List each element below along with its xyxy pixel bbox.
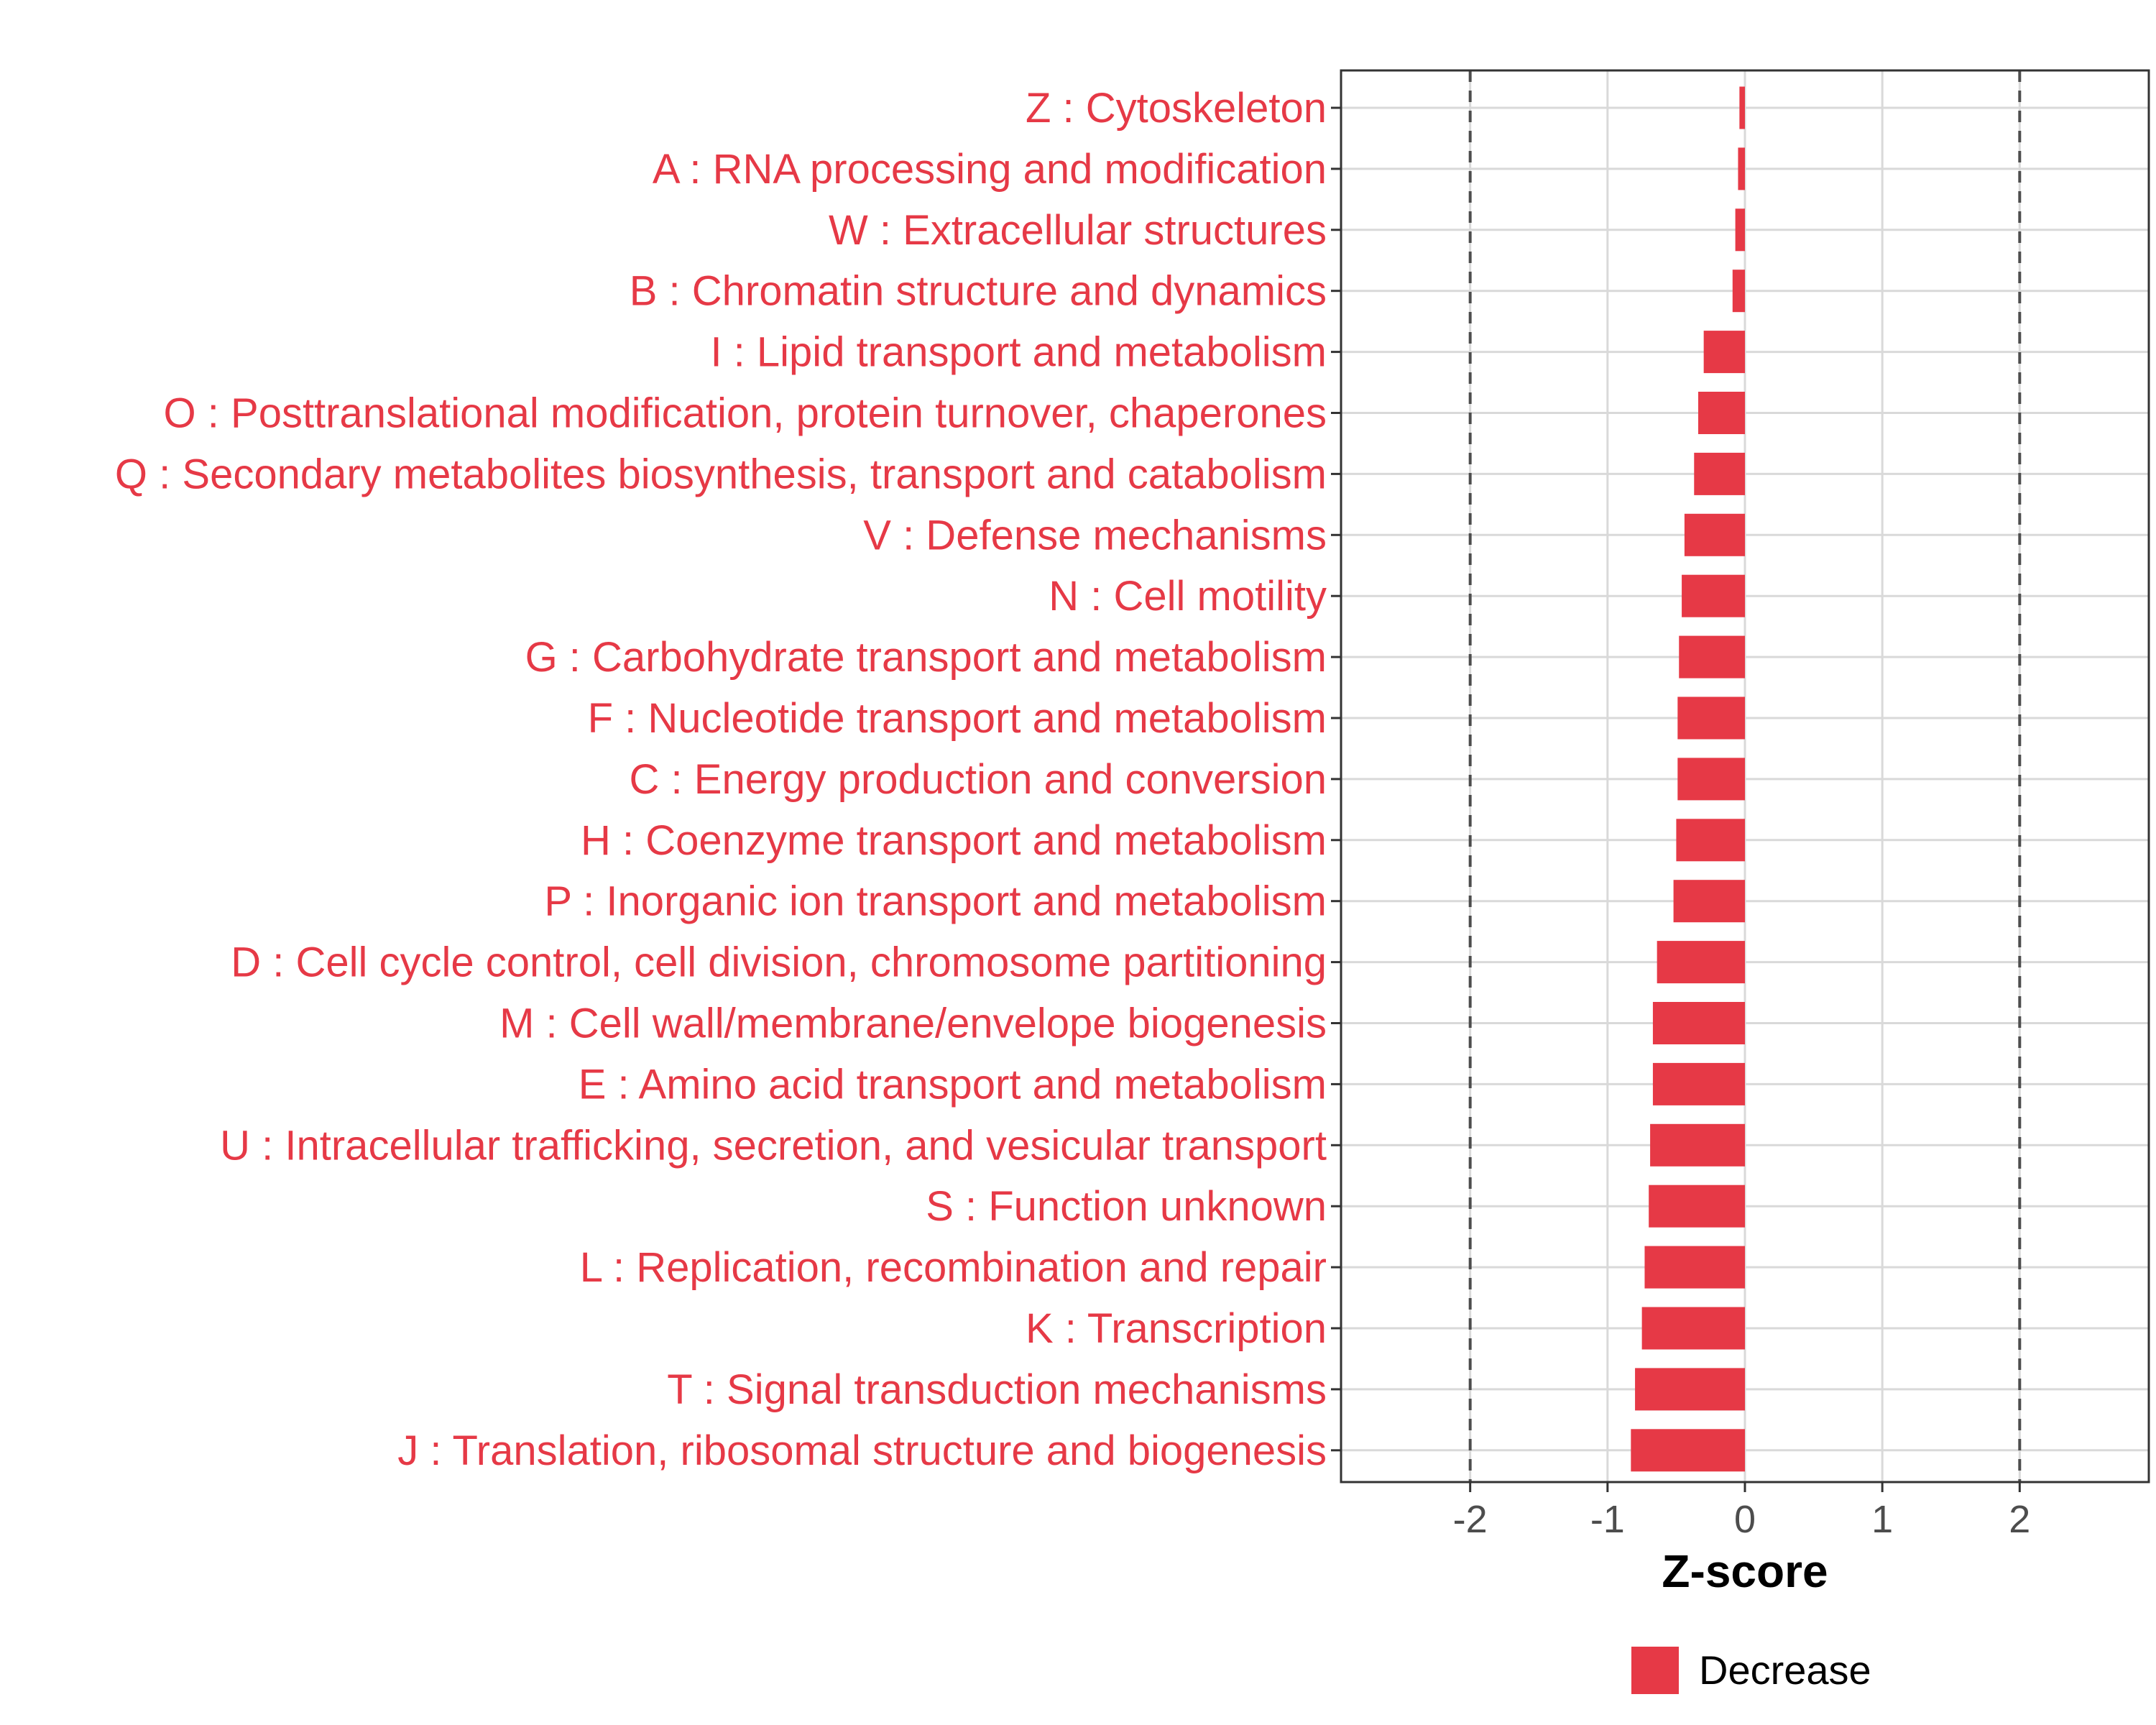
bar <box>1682 574 1745 617</box>
category-label: B : Chromatin structure and dynamics <box>630 268 1327 315</box>
category-label: M : Cell wall/membrane/envelope biogenes… <box>499 1000 1327 1047</box>
bar <box>1652 1062 1745 1105</box>
bar <box>1694 452 1745 495</box>
category-label: Z : Cytoskeleton <box>1026 85 1327 132</box>
x-ticks: -2 -1 0 1 2 <box>1453 1482 2030 1541</box>
category-label: E : Amino acid transport and metabolism <box>579 1061 1327 1108</box>
bar <box>1650 1123 1745 1167</box>
bar <box>1732 270 1745 313</box>
bar <box>1649 1184 1745 1228</box>
category-labels: Z : Cytoskeleton A : RNA processing and m… <box>115 85 1327 1474</box>
bar <box>1735 208 1745 252</box>
y-ticks <box>1331 106 1341 1452</box>
category-label: I : Lipid transport and metabolism <box>710 329 1327 376</box>
x-tick-label: 1 <box>1871 1498 1893 1541</box>
x-tick-label: 0 <box>1734 1498 1756 1541</box>
category-label: L : Replication, recombination and repai… <box>580 1244 1327 1291</box>
bar <box>1673 880 1745 923</box>
bar <box>1676 819 1745 862</box>
category-label: N : Cell motility <box>1049 573 1327 620</box>
category-label: C : Energy production and conversion <box>630 756 1327 803</box>
bar <box>1677 758 1745 801</box>
category-label: F : Nucleotide transport and metabolism <box>588 695 1327 742</box>
legend-label-decrease: Decrease <box>1699 1647 1871 1693</box>
bar <box>1641 1307 1745 1350</box>
bar <box>1657 941 1745 984</box>
x-tick-label: 2 <box>2009 1498 2030 1541</box>
category-label: U : Intracellular trafficking, secretion… <box>220 1122 1327 1169</box>
legend-swatch-decrease <box>1631 1647 1679 1694</box>
category-label: H : Coenzyme transport and metabolism <box>581 817 1327 864</box>
bar <box>1644 1246 1745 1289</box>
category-label: O : Posttranslational modification, prot… <box>164 390 1327 437</box>
reference-lines <box>1468 70 2022 1482</box>
category-label: V : Defense mechanisms <box>863 512 1327 558</box>
category-label: P : Inorganic ion transport and metaboli… <box>544 878 1327 925</box>
category-label: J : Translation, ribosomal structure and… <box>397 1427 1327 1474</box>
bars <box>1631 86 1745 1472</box>
x-tick-label: -1 <box>1590 1498 1625 1541</box>
bar <box>1631 1429 1745 1472</box>
category-label: D : Cell cycle control, cell division, c… <box>231 939 1327 986</box>
bar <box>1652 1002 1745 1044</box>
category-label: A : RNA processing and modification <box>653 146 1327 193</box>
bar <box>1703 331 1745 374</box>
category-label: Q : Secondary metabolites biosynthesis, … <box>115 451 1327 497</box>
category-label: W : Extracellular structures <box>829 207 1327 254</box>
bar <box>1635 1368 1745 1411</box>
bar <box>1698 392 1745 434</box>
bar <box>1677 696 1745 740</box>
bar <box>1739 86 1745 129</box>
bar <box>1684 513 1745 556</box>
category-label: G : Carbohydrate transport and metabolis… <box>525 634 1327 681</box>
x-axis-title: Z-score <box>1662 1545 1828 1597</box>
bar <box>1738 147 1745 190</box>
category-label: S : Function unknown <box>926 1183 1327 1230</box>
x-tick-label: -2 <box>1453 1498 1488 1541</box>
category-label: K : Transcription <box>1026 1305 1327 1352</box>
legend: Decrease <box>1631 1647 1871 1694</box>
category-label: T : Signal transduction mechanisms <box>667 1366 1327 1413</box>
bar <box>1679 635 1745 678</box>
